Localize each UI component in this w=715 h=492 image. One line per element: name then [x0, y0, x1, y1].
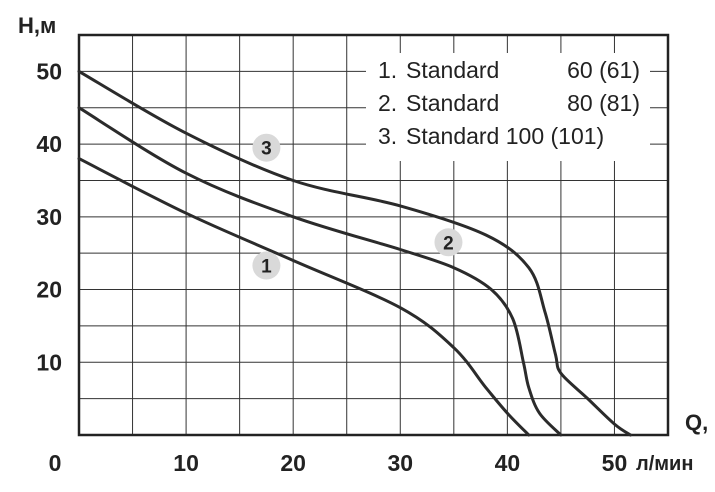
- legend-item-2-name: Standard: [406, 90, 499, 116]
- curve-marker-3-circle: [252, 133, 281, 162]
- y-tick-label: 40: [36, 131, 62, 157]
- curve-marker-1-label: 1: [261, 257, 272, 278]
- legend-item-1-num: 1.: [378, 57, 397, 83]
- curve-marker-1-circle: [252, 251, 281, 280]
- curves: [77, 69, 632, 437]
- x-tick-label: 0: [49, 450, 62, 476]
- curve-markers: 1 2 3: [252, 133, 463, 280]
- y-tick-label: 30: [36, 204, 62, 230]
- curve-1: [77, 157, 531, 437]
- y-axis-label: H,м: [18, 13, 56, 38]
- legend-item-3-num: 3.: [378, 123, 397, 149]
- y-tick-label: 50: [36, 58, 62, 84]
- legend-item-3-name: Standard 100 (101): [406, 123, 604, 149]
- plot-frame: [77, 33, 670, 437]
- x-tick-labels: 0 10 20 30 40 50: [49, 450, 628, 476]
- x-tick-label: 10: [173, 450, 199, 476]
- x-axis-label: Q,: [685, 410, 708, 435]
- y-tick-label: 10: [36, 349, 62, 375]
- y-tick-label: 20: [36, 277, 62, 303]
- x-tick-label: 50: [602, 450, 628, 476]
- legend-item-1-name: Standard: [406, 57, 499, 83]
- y-tick-labels: 10 20 30 40 50: [36, 58, 62, 375]
- legend-background: [366, 53, 650, 161]
- legend: 1. Standard 60 (61) 2. Standard 80 (81) …: [366, 53, 650, 161]
- curve-marker-2-circle: [434, 228, 463, 257]
- legend-item-2-num: 2.: [378, 90, 397, 116]
- legend-item-1-value: 60 (61): [567, 57, 640, 83]
- x-tick-label: 20: [280, 450, 306, 476]
- x-tick-label: 30: [387, 450, 413, 476]
- curve-marker-2-label: 2: [443, 233, 454, 254]
- curve-marker-3-label: 3: [261, 139, 272, 160]
- x-axis-unit: л/мин: [636, 453, 693, 475]
- curve-2: [77, 106, 563, 437]
- curve-3: [77, 69, 632, 437]
- x-tick-label: 40: [495, 450, 521, 476]
- legend-item-2-value: 80 (81): [567, 90, 640, 116]
